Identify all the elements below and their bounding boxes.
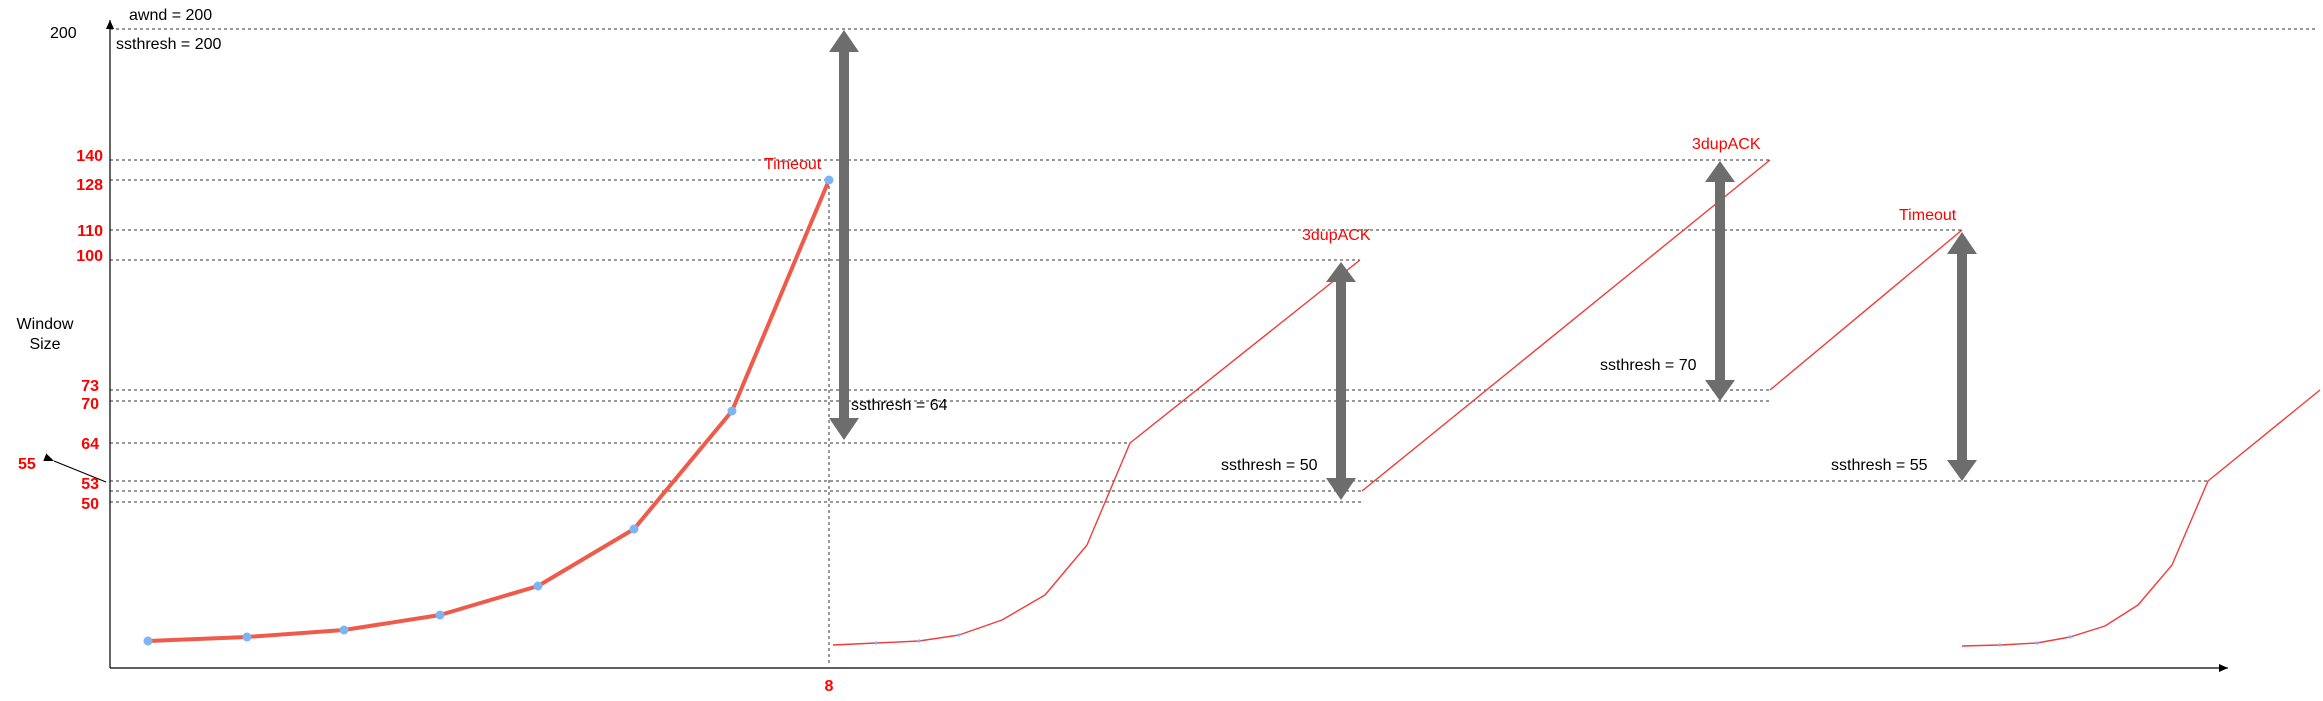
pointer-arrow-55 (43, 453, 107, 483)
marker-point (1998, 643, 2002, 647)
event-label-timeout-1: Timeout (764, 156, 822, 173)
y-tick-label: 110 (77, 223, 103, 240)
ssthresh-label-50: ssthresh = 50 (1221, 457, 1318, 474)
y-tick-labels: 140 128 128 110 100 73 70 64 53 50 (76, 148, 103, 513)
curve-markers (143, 175, 834, 646)
y-tick-label: 70 (81, 396, 99, 413)
marker-point (917, 639, 921, 643)
marker-point (957, 633, 961, 637)
event-label-dupack-2: 3dupACK (1692, 136, 1761, 153)
marker-point (143, 636, 153, 646)
marker-point (2035, 641, 2039, 645)
recovery-curve-3 (1769, 229, 1963, 391)
event-label-timeout-2: Timeout (1899, 207, 1957, 224)
y-axis-title-line2: Size (29, 336, 60, 353)
y-tick-label: 50 (81, 496, 99, 513)
curve-ticks (874, 633, 2072, 647)
drop-arrow-dupack-1 (1326, 262, 1356, 500)
marker-point (435, 610, 445, 620)
slow-start-curve (147, 179, 831, 643)
ssthresh-label-64: ssthresh = 64 (851, 397, 948, 414)
marker-point (339, 625, 349, 635)
guide-lines (110, 28, 2318, 665)
y-axis-title-line1: Window (17, 316, 74, 333)
marker-point (242, 632, 252, 642)
marker-point (874, 641, 878, 645)
marker-point (2068, 635, 2072, 639)
recovery-curve-4 (1961, 389, 2321, 647)
awnd-label: awnd = 200 (129, 7, 212, 24)
marker-point (533, 581, 543, 591)
y-tick-label: 53 (81, 476, 99, 493)
y-tick-label: 128 (76, 177, 103, 194)
drop-arrows (829, 30, 1977, 500)
marker-point (629, 524, 639, 534)
drop-arrow-timeout-2 (1947, 232, 1977, 481)
y-axis-top-label: 200 (50, 25, 77, 42)
recovery-curve-2 (1361, 159, 1771, 492)
marker-point (727, 406, 737, 416)
drop-arrow-timeout-1 (829, 30, 859, 440)
event-label-dupack-1: 3dupACK (1302, 227, 1371, 244)
y-tick-label: 100 (76, 248, 103, 265)
x-tick-label-8: 8 (825, 678, 834, 695)
window-curves (147, 159, 2321, 647)
marker-point (824, 175, 834, 185)
recovery-curve-1 (832, 259, 1361, 646)
side-label-55: 55 (18, 456, 36, 473)
drop-arrow-dupack-2 (1705, 161, 1735, 401)
y-tick-label: 64 (81, 436, 99, 453)
ssthresh-label-70: ssthresh = 70 (1600, 357, 1697, 374)
y-tick-label: 73 (81, 378, 99, 395)
y-tick-label: 140 (76, 148, 103, 165)
ssthresh-initial-label: ssthresh = 200 (116, 36, 222, 53)
ssthresh-label-55: ssthresh = 55 (1831, 457, 1928, 474)
